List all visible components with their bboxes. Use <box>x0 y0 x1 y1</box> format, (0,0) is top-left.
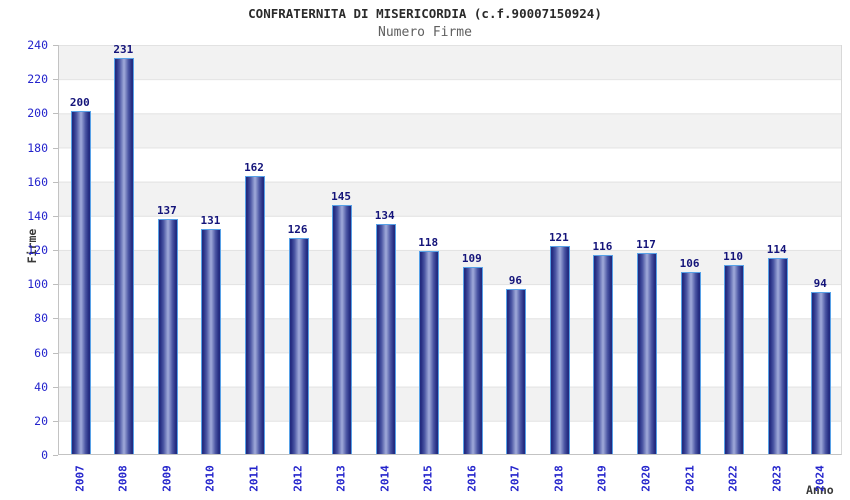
bar-2024 <box>811 292 832 454</box>
x-tick-label: 2013 <box>334 465 348 492</box>
bar-value-label: 109 <box>461 251 482 265</box>
bar-value-label: 121 <box>548 231 569 245</box>
bar-value-label: 116 <box>592 239 613 253</box>
bar-value-label: 106 <box>679 256 700 270</box>
bar-value-label: 126 <box>287 222 308 236</box>
y-tick-mark <box>53 284 58 286</box>
bar-value-label: 162 <box>244 161 264 175</box>
bar-2018 <box>549 246 570 454</box>
x-tick-label: 2007 <box>73 465 87 492</box>
bar-2017 <box>506 289 527 454</box>
bar-2010 <box>201 229 222 454</box>
chart-subtitle: Numero Firme <box>378 25 472 40</box>
plot-area <box>58 45 842 455</box>
x-axis-title: Anno <box>806 483 834 497</box>
y-tick-mark <box>53 352 58 354</box>
bar-value-label: 114 <box>766 243 787 257</box>
bar-2009 <box>157 218 178 454</box>
x-tick-label: 2020 <box>639 465 653 492</box>
y-tick-mark <box>53 318 58 320</box>
bar-2016 <box>462 266 483 454</box>
bar-value-label: 200 <box>69 96 90 110</box>
bar-value-label: 96 <box>508 274 522 287</box>
x-tick-label: 2016 <box>465 465 479 492</box>
bar-value-label: 137 <box>156 203 177 217</box>
y-tick-label: 0 <box>41 448 48 462</box>
y-tick-label: 80 <box>34 311 48 326</box>
y-tick-label: 180 <box>27 140 48 155</box>
bar-value-label: 94 <box>813 277 827 291</box>
x-tick-label: 2008 <box>116 465 130 492</box>
x-tick-label: 2014 <box>378 465 392 492</box>
bar-2020 <box>637 253 657 454</box>
y-tick-label: 240 <box>27 38 48 52</box>
bar-value-label: 231 <box>113 43 134 57</box>
bar-2021 <box>680 271 701 454</box>
y-tick-mark <box>53 79 58 81</box>
x-tick-label: 2021 <box>683 465 697 492</box>
bar-value-label: 118 <box>418 236 439 250</box>
bar-value-label: 117 <box>636 238 656 252</box>
bar-value-label: 134 <box>374 209 395 223</box>
bar-2019 <box>593 254 614 454</box>
bar-value-label: 131 <box>200 214 221 228</box>
y-tick-label: 160 <box>27 174 48 189</box>
bar-2007 <box>70 111 91 454</box>
x-tick-label: 2019 <box>595 465 609 492</box>
chart-title: CONFRATERNITA DI MISERICORDIA (c.f.90007… <box>248 6 602 21</box>
y-tick-mark <box>53 455 58 456</box>
y-tick-label: 200 <box>27 106 48 121</box>
bar-2008 <box>114 58 135 454</box>
bar-2023 <box>767 258 788 454</box>
y-tick-label: 20 <box>34 413 48 428</box>
y-tick-mark <box>53 250 58 251</box>
y-tick-label: 40 <box>34 379 48 394</box>
x-tick-label: 2011 <box>247 465 261 492</box>
y-tick-label: 100 <box>27 277 48 292</box>
y-tick-mark <box>53 45 58 46</box>
x-tick-label: 2010 <box>203 465 217 492</box>
bar-value-label: 110 <box>723 250 744 264</box>
x-tick-label: 2009 <box>160 465 174 492</box>
y-tick-mark <box>53 181 58 183</box>
y-tick-mark <box>53 113 58 115</box>
y-tick-label: 120 <box>27 243 48 257</box>
y-tick-label: 140 <box>27 208 48 223</box>
bar-2022 <box>724 265 745 454</box>
y-tick-label: 220 <box>27 72 48 87</box>
x-tick-label: 2012 <box>291 465 305 492</box>
y-tick-mark <box>53 420 58 422</box>
x-tick-label: 2022 <box>726 465 740 492</box>
bar-2015 <box>419 251 440 454</box>
x-tick-label: 2023 <box>770 465 784 492</box>
bar-2013 <box>332 205 353 454</box>
y-tick-label: 60 <box>34 345 48 360</box>
y-tick-mark <box>53 147 58 149</box>
x-tick-label: 2017 <box>508 465 522 492</box>
bar-2011 <box>245 176 265 454</box>
bar-value-label: 145 <box>331 190 352 204</box>
x-tick-label: 2024 <box>813 465 827 492</box>
x-tick-label: 2018 <box>552 465 566 492</box>
x-tick-label: 2015 <box>421 465 435 492</box>
y-tick-mark <box>53 386 58 388</box>
bar-2012 <box>288 237 309 454</box>
y-tick-mark <box>53 215 58 217</box>
bar-2014 <box>375 224 396 454</box>
